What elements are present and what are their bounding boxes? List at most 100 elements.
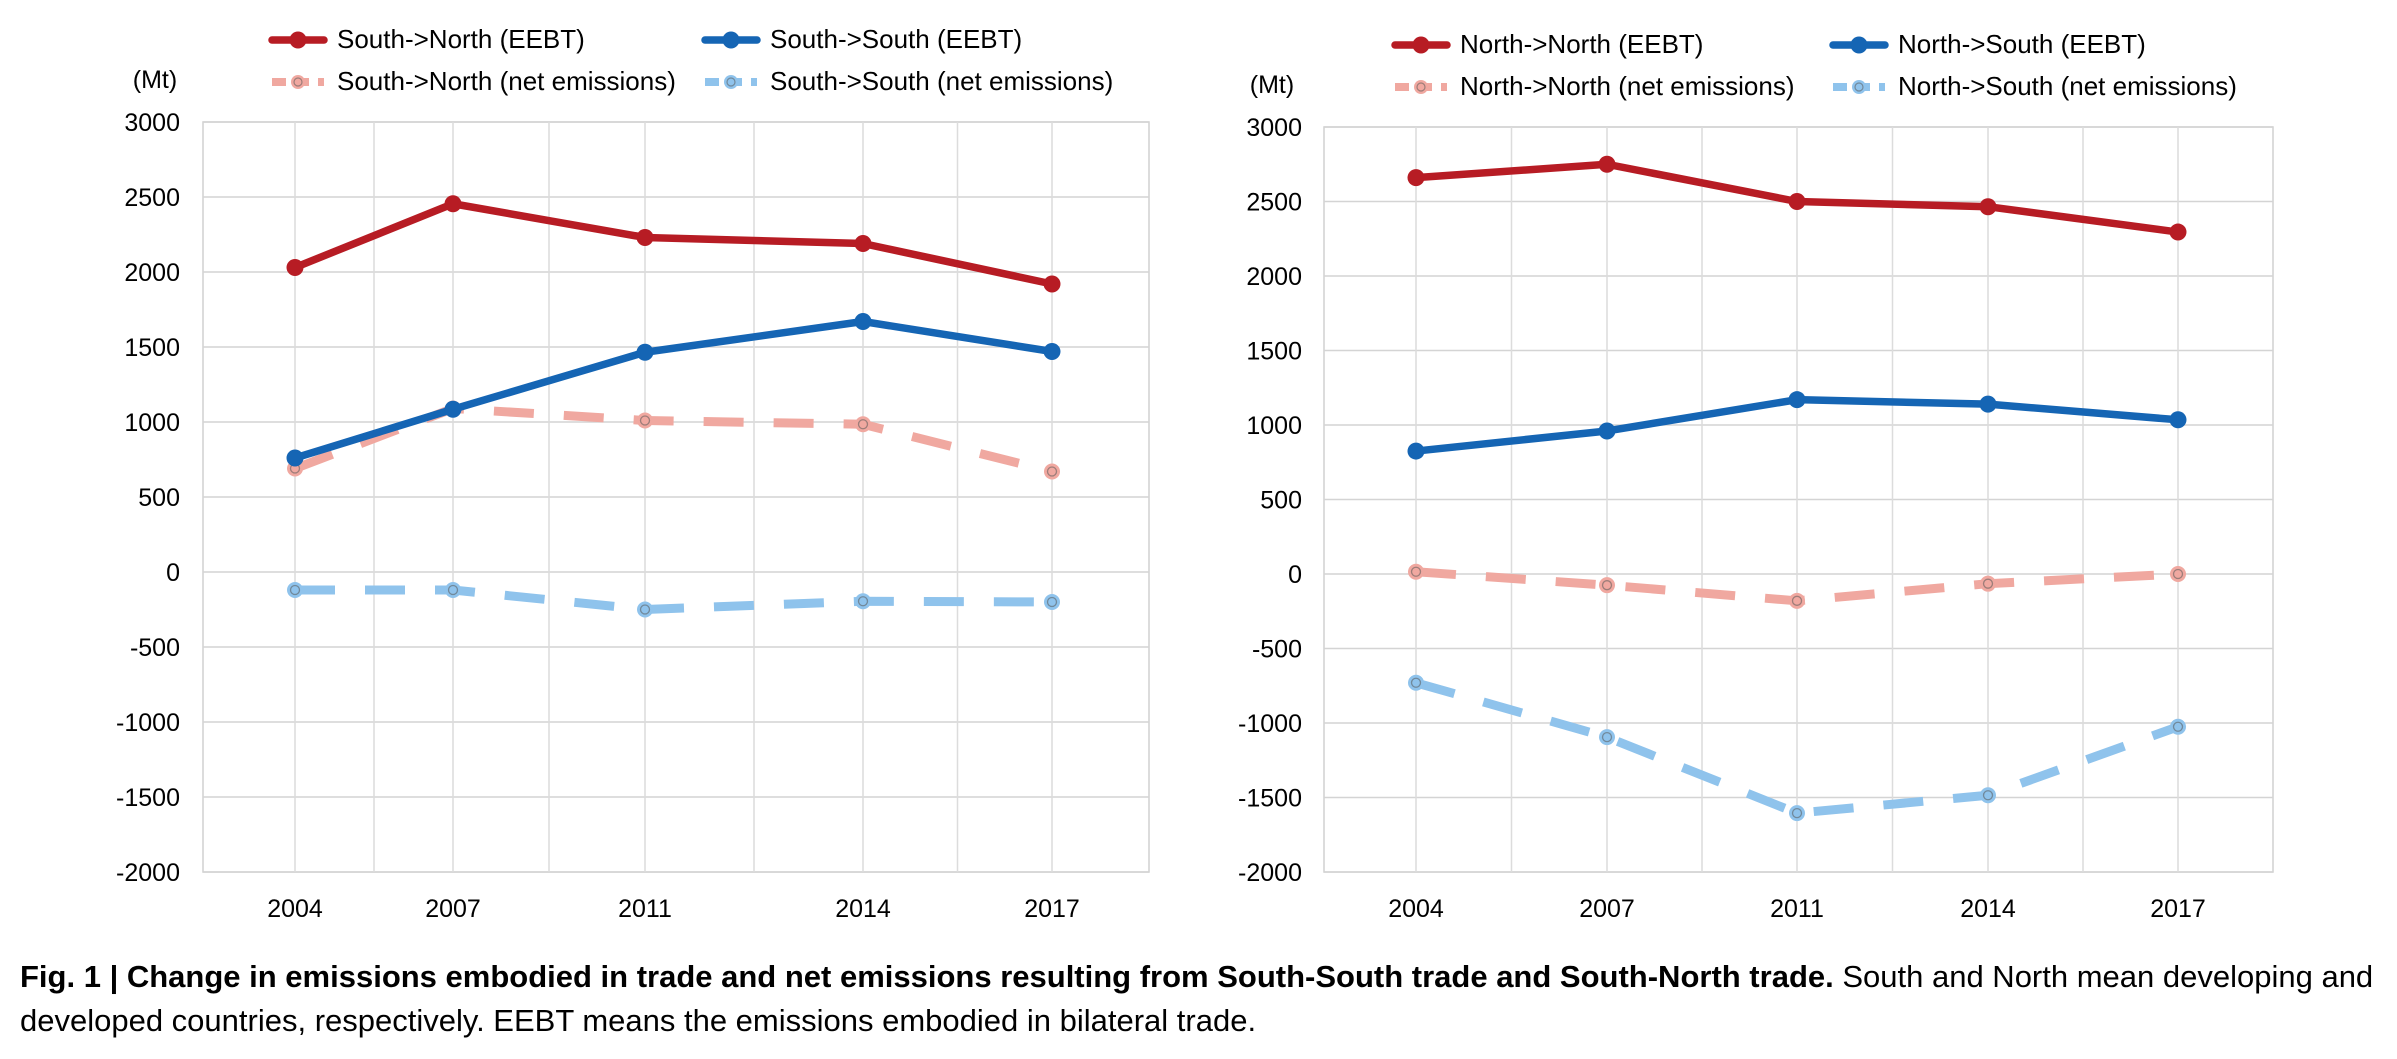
x-tick-label: 2011 xyxy=(1770,895,1824,923)
y-unit-label: (Mt) xyxy=(1250,71,1294,99)
data-point-ring xyxy=(289,584,301,596)
data-point xyxy=(637,601,653,618)
series-2 xyxy=(287,400,1060,480)
y-tick-label: -500 xyxy=(1252,636,1302,664)
data-point-ring xyxy=(639,604,651,615)
data-point xyxy=(286,259,304,276)
data-point-ring xyxy=(1791,807,1803,819)
data-point-ring xyxy=(1601,732,1613,743)
legend-marker-ring xyxy=(1416,82,1426,92)
data-point-ring xyxy=(1601,580,1613,591)
data-point xyxy=(1043,343,1061,360)
data-point-ring xyxy=(857,419,869,430)
data-point-ring xyxy=(447,584,459,596)
legend-label: South->South (net emissions) xyxy=(770,66,1113,96)
data-point xyxy=(1598,422,1616,440)
data-point xyxy=(1408,674,1424,691)
y-tick-label: 500 xyxy=(1260,487,1302,515)
data-point xyxy=(2169,223,2187,241)
data-point xyxy=(1598,155,1616,173)
legend-marker-ring xyxy=(293,77,303,87)
legend-item: North->South (EEBT) xyxy=(1829,29,2146,59)
x-tick-label: 2004 xyxy=(267,895,323,923)
caption-bold: Fig. 1 | Change in emissions embodied in… xyxy=(20,959,1834,994)
legend-marker xyxy=(724,75,738,89)
legend-label: North->North (EEBT) xyxy=(1460,29,1703,59)
series-1 xyxy=(1407,391,2187,460)
data-point-ring xyxy=(639,415,651,426)
data-point xyxy=(1979,395,1997,413)
series-3 xyxy=(1408,674,2186,822)
y-tick-label: -1500 xyxy=(1238,785,1302,813)
data-point xyxy=(637,412,653,429)
data-point xyxy=(855,593,871,610)
data-point xyxy=(1407,169,1425,187)
data-point xyxy=(1980,575,1996,592)
data-point xyxy=(1044,463,1060,480)
legend: North->North (EEBT) North->South (EEBT) No… xyxy=(1391,29,2237,101)
legend-marker-ring xyxy=(1854,82,1864,92)
legend-item: South->South (EEBT) xyxy=(701,24,1022,54)
data-point xyxy=(854,313,872,330)
x-tick-label: 2017 xyxy=(2150,895,2206,923)
legend-marker xyxy=(1850,36,1868,54)
series-line xyxy=(293,404,1054,476)
series-0 xyxy=(286,195,1061,293)
legend-marker xyxy=(1852,80,1866,94)
y-tick-label: 1500 xyxy=(124,334,180,362)
data-point xyxy=(286,449,304,467)
data-point xyxy=(1979,198,1997,216)
legend-label: South->North (EEBT) xyxy=(337,24,585,54)
y-tick-label: 1000 xyxy=(124,409,180,437)
y-tick-label: 0 xyxy=(1288,561,1302,589)
legend-label: North->South (net emissions) xyxy=(1898,71,2237,101)
legend-marker xyxy=(289,31,307,49)
data-point-ring xyxy=(1046,596,1058,608)
x-tick-label: 2004 xyxy=(1388,895,1444,923)
legend-marker-ring xyxy=(726,77,736,87)
y-tick-label: 500 xyxy=(138,484,180,512)
legend-marker xyxy=(291,75,305,89)
data-point xyxy=(1788,193,1806,210)
legend-label: North->North (net emissions) xyxy=(1460,71,1795,101)
legend-item: South->South (net emissions) xyxy=(705,66,1113,96)
data-point xyxy=(1044,594,1060,610)
data-point-ring xyxy=(1982,790,1994,801)
y-tick-label: 1000 xyxy=(1246,412,1302,440)
x-tick-label: 2014 xyxy=(835,895,891,923)
x-tick-label: 2014 xyxy=(1960,895,2016,923)
x-tick-label: 2007 xyxy=(1579,895,1635,923)
y-tick-label: 1500 xyxy=(1246,338,1302,366)
data-point-ring xyxy=(857,596,869,607)
data-point xyxy=(444,400,462,418)
legend-item: North->South (net emissions) xyxy=(1833,71,2237,101)
data-point-ring xyxy=(1410,677,1422,688)
data-point xyxy=(636,229,654,246)
chart-panel-left: 3000 2500 2000 1500 1000 500 0 -500 -1000 -1500 -2… xyxy=(116,24,1150,923)
figure-canvas: 3000 2500 2000 1500 1000 500 0 -500 -1000 -1500 -2… xyxy=(116,24,2274,923)
chart-panel-right: 3000 2500 2000 1500 1000 500 0 -500 -1000 -1500 -2… xyxy=(1238,29,2274,923)
legend: South->North (EEBT) South->South (EEBT) So… xyxy=(268,24,1113,96)
data-point xyxy=(1980,787,1996,804)
data-point xyxy=(855,416,871,433)
data-point xyxy=(1788,391,1806,409)
legend-item: North->North (net emissions) xyxy=(1395,71,1795,101)
data-point-ring xyxy=(1791,595,1803,606)
y-tick-label: 2000 xyxy=(1246,263,1302,291)
legend-item: South->North (net emissions) xyxy=(272,66,676,96)
data-point xyxy=(1599,577,1615,594)
y-tick-label: 3000 xyxy=(124,109,180,137)
y-tick-label: 2500 xyxy=(124,184,180,212)
data-point xyxy=(1599,729,1615,746)
y-tick-label: 2500 xyxy=(1246,189,1302,217)
legend-marker xyxy=(1414,80,1428,94)
data-point xyxy=(1408,563,1424,580)
data-point xyxy=(2170,566,2186,582)
data-point-ring xyxy=(1982,578,1994,589)
data-point xyxy=(287,582,303,598)
y-tick-label: -1000 xyxy=(1238,710,1302,738)
data-point xyxy=(1407,442,1425,460)
series-line xyxy=(291,317,1056,462)
data-point xyxy=(2169,411,2187,429)
series-line xyxy=(1414,678,2180,818)
